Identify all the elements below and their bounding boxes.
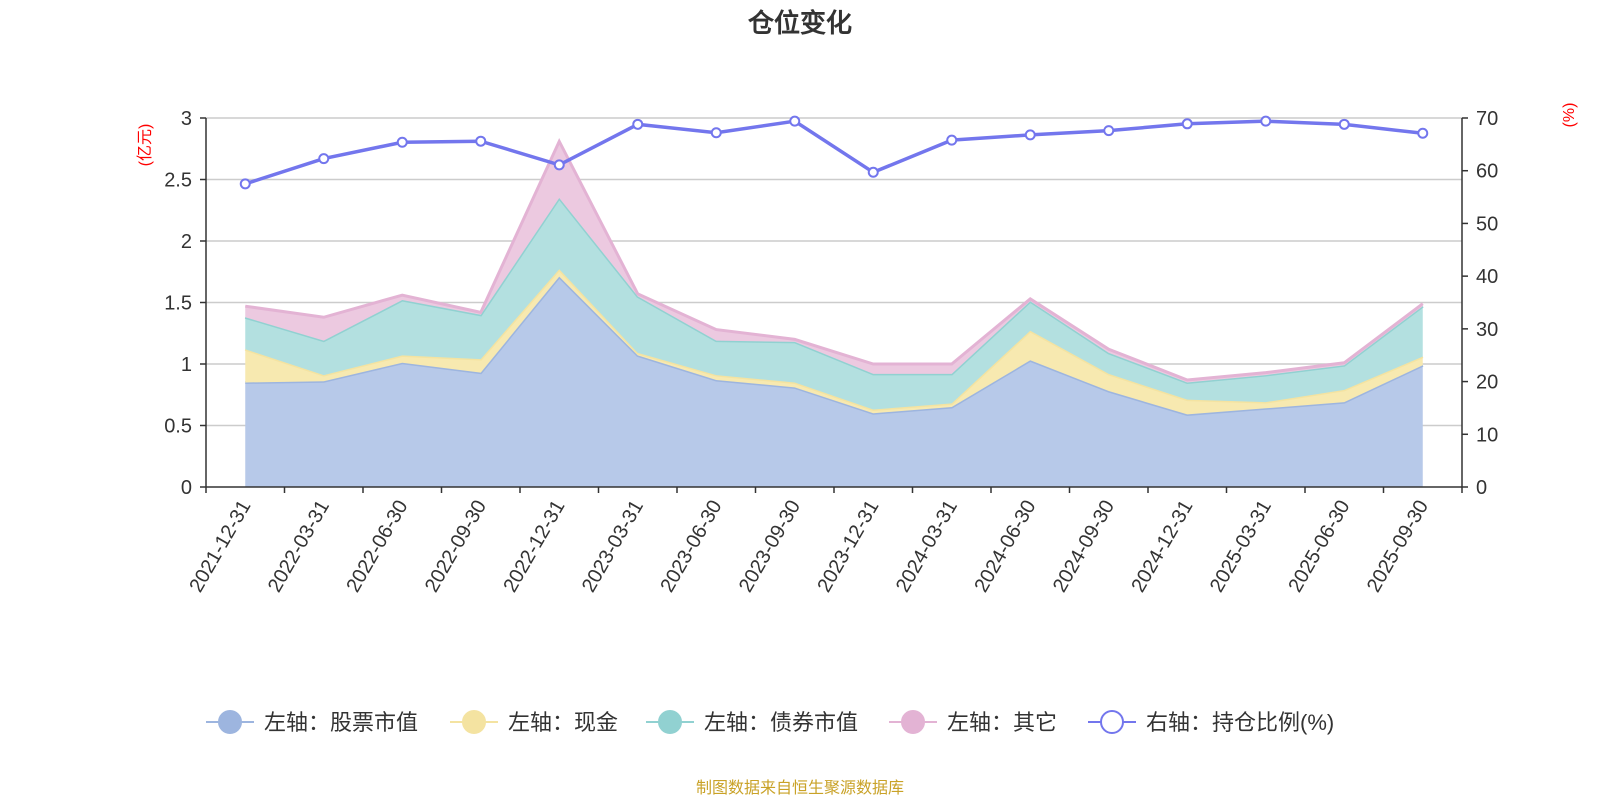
right-tick-label: 30	[1476, 319, 1498, 341]
area-series-3	[245, 141, 1423, 383]
x-tick-label: 2023-12-31	[813, 497, 883, 597]
ratio-point	[867, 166, 879, 178]
legend-label: 左轴：现金	[508, 710, 618, 735]
right-axis-unit: (%)	[1561, 103, 1578, 128]
ratio-point	[1338, 118, 1350, 130]
legend-marker	[1100, 710, 1124, 734]
ratio-point	[1260, 115, 1272, 127]
right-tick-label: 50	[1476, 213, 1498, 235]
ratio-point	[710, 127, 722, 139]
left-tick-label: 0	[181, 477, 192, 499]
legend-item-0: 左轴：股票市值	[206, 710, 418, 735]
legend-marker	[218, 710, 242, 734]
legend: 左轴：股票市值 左轴：现金 左轴：债券市值 左轴：其它 右轴：持仓比例(%)	[206, 710, 1334, 735]
legend-item-3: 左轴：其它	[889, 710, 1057, 735]
legend-label: 右轴：持仓比例(%)	[1146, 710, 1334, 735]
legend-label: 左轴：股票市值	[264, 710, 418, 735]
ratio-point	[396, 136, 408, 148]
area-edge-3	[245, 137, 1424, 382]
chart-title: 仓位变化	[747, 8, 852, 38]
x-tick-label: 2024-09-30	[1049, 497, 1119, 597]
x-tick-label: 2021-12-31	[185, 497, 255, 597]
ratio-point	[789, 115, 801, 127]
ratio-point	[1024, 129, 1036, 141]
legend-label: 左轴：债券市值	[704, 710, 858, 735]
ratio-point	[1181, 118, 1193, 130]
left-tick-label: 1	[181, 354, 192, 376]
x-tick-label: 2023-09-30	[735, 497, 805, 597]
x-tick-label: 2022-06-30	[342, 497, 412, 597]
source-note: 制图数据来自恒生聚源数据库	[696, 779, 904, 797]
x-tick-label: 2022-09-30	[421, 497, 491, 597]
legend-marker	[462, 710, 486, 734]
x-tick-label: 2024-03-31	[892, 497, 962, 597]
left-tick-label: 1.5	[164, 293, 192, 315]
right-tick-label: 0	[1476, 477, 1487, 499]
ratio-line	[244, 119, 1423, 186]
left-tick-label: 3	[181, 108, 192, 130]
ratio-point	[946, 134, 958, 146]
x-tick-label: 2023-03-31	[578, 497, 648, 597]
ratio-point	[1103, 125, 1115, 137]
stacked-areas	[244, 137, 1424, 487]
right-tick-label: 20	[1476, 372, 1498, 394]
legend-label: 左轴：其它	[947, 710, 1057, 735]
legend-item-2: 左轴：债券市值	[646, 710, 858, 735]
x-tick-label: 2024-06-30	[970, 497, 1040, 597]
x-tick-label: 2025-09-30	[1363, 497, 1433, 597]
ratio-point	[632, 118, 644, 130]
right-tick-label: 60	[1476, 161, 1498, 183]
left-tick-label: 0.5	[164, 416, 192, 438]
x-tick-label: 2024-12-31	[1127, 497, 1197, 597]
left-tick-label: 2.5	[164, 170, 192, 192]
area-series-2	[245, 197, 1423, 410]
legend-item-1: 左轴：现金	[450, 710, 618, 735]
area-series-1	[245, 269, 1423, 415]
x-tick-label: 2022-12-31	[499, 497, 569, 597]
right-tick-label: 40	[1476, 266, 1498, 288]
left-axis-unit: (亿元)	[136, 124, 154, 167]
ratio-point	[239, 178, 251, 190]
legend-marker	[658, 710, 682, 734]
ratio-point	[475, 135, 487, 147]
ratio-line-series	[239, 115, 1429, 190]
ratio-point	[553, 159, 565, 171]
right-tick-label: 70	[1476, 108, 1498, 130]
x-tick-label: 2023-06-30	[656, 497, 726, 597]
x-tick-label: 2025-03-31	[1206, 497, 1276, 597]
x-tick-label: 2022-03-31	[264, 497, 334, 597]
x-tick-label: 2025-06-30	[1284, 497, 1354, 597]
legend-marker	[901, 710, 925, 734]
ratio-point	[1417, 127, 1429, 139]
ratio-point	[318, 153, 330, 165]
legend-item-4: 右轴：持仓比例(%)	[1088, 710, 1334, 735]
right-tick-label: 10	[1476, 424, 1498, 446]
left-tick-label: 2	[181, 231, 192, 253]
area-series-0	[245, 276, 1423, 487]
